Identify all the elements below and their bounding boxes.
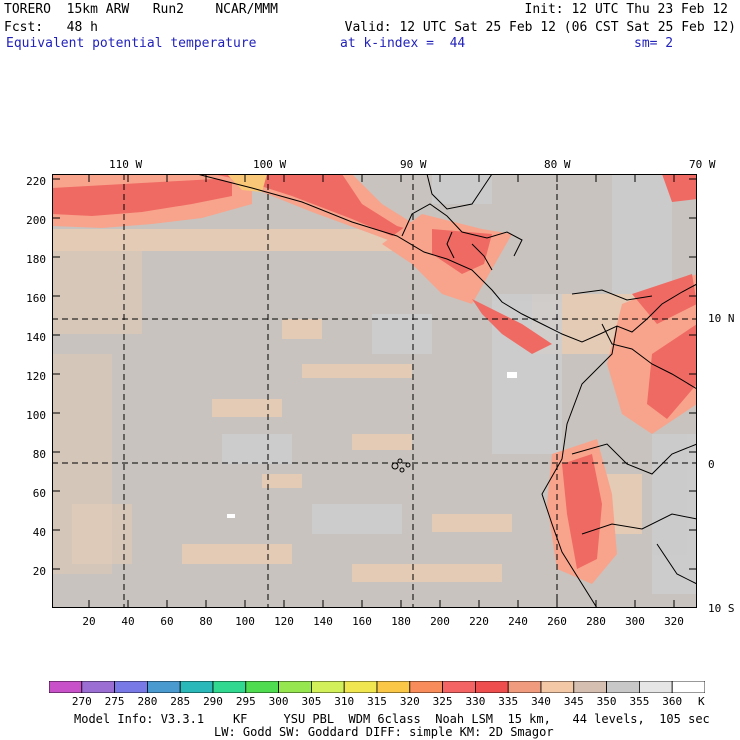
field-name: Equivalent potential temperature bbox=[6, 36, 257, 51]
colorbar-label: 345 bbox=[563, 695, 584, 708]
y-tick: 200 bbox=[26, 214, 46, 227]
model-info: Model Info: V3.3.1 KF YSU PBL WDM 6class… bbox=[74, 712, 710, 726]
level-label: at k-index = 44 bbox=[340, 36, 466, 51]
colorbar-label: 315 bbox=[367, 695, 387, 708]
x-tick: 200 bbox=[430, 615, 450, 628]
graticule bbox=[52, 174, 697, 608]
y-tick: 80 bbox=[32, 448, 46, 461]
y-tick: 100 bbox=[26, 409, 46, 422]
colorbar-label: 360 bbox=[662, 695, 683, 708]
colorbar-swatch bbox=[442, 681, 476, 693]
x-tick: 120 bbox=[274, 615, 294, 628]
x-tick: 220 bbox=[469, 615, 489, 628]
colorbar-swatch bbox=[147, 681, 181, 693]
x-tick: 20 bbox=[82, 615, 96, 628]
y-tick: 220 bbox=[26, 175, 46, 188]
colorbar-label: 350 bbox=[596, 695, 617, 708]
colorbar-swatch bbox=[212, 681, 247, 693]
colorbar-swatch bbox=[376, 681, 411, 693]
lat-label-10n: 10 N bbox=[708, 312, 735, 325]
colorbar-swatch bbox=[507, 681, 542, 693]
colorbar-swatch bbox=[409, 681, 443, 693]
y-tick: 40 bbox=[32, 526, 46, 539]
colorbar bbox=[49, 681, 705, 693]
lat-label-10s: 10 S bbox=[708, 602, 735, 615]
colorbar-label: 310 bbox=[334, 695, 355, 708]
colorbar-label: 280 bbox=[137, 695, 158, 708]
x-tick: 60 bbox=[160, 615, 174, 628]
colorbar-swatch bbox=[310, 681, 345, 693]
lon-label-70w: 70 W bbox=[689, 158, 716, 171]
colorbar-unit: K bbox=[698, 695, 705, 708]
theta-e-field-map bbox=[52, 174, 697, 608]
x-tick: 240 bbox=[508, 615, 528, 628]
colorbar-label: 300 bbox=[268, 695, 289, 708]
map-frame bbox=[52, 174, 697, 608]
colorbar-label: 340 bbox=[531, 695, 551, 708]
colorbar-label: 325 bbox=[432, 695, 453, 708]
lat-label-eq: 0 bbox=[708, 458, 715, 471]
colorbar-label: 305 bbox=[301, 695, 322, 708]
coastlines bbox=[196, 174, 697, 608]
colorbar-label: 320 bbox=[399, 695, 420, 708]
y-tick: 20 bbox=[32, 565, 46, 578]
frame-ticks bbox=[52, 174, 697, 608]
y-tick: 120 bbox=[26, 370, 46, 383]
colorbar-swatch bbox=[671, 681, 705, 693]
smoothing-label: sm= 2 bbox=[634, 36, 674, 51]
colorbar-swatch bbox=[540, 681, 575, 693]
x-tick: 40 bbox=[121, 615, 135, 628]
map-plot-area bbox=[52, 174, 697, 608]
lon-label-90w: 90 W bbox=[400, 158, 427, 171]
y-tick: 140 bbox=[26, 331, 46, 344]
valid-time: Valid: 12 UTC Sat 25 Feb 12 (06 CST Sat … bbox=[344, 20, 736, 35]
forecast-hour: Fcst: 48 h bbox=[4, 20, 98, 35]
colorbar-label: 330 bbox=[465, 695, 486, 708]
x-tick: 100 bbox=[235, 615, 255, 628]
colorbar-label: 355 bbox=[629, 695, 650, 708]
model-run-title: TORERO 15km ARW Run2 NCAR/MMM bbox=[4, 2, 278, 17]
x-tick: 160 bbox=[352, 615, 372, 628]
colorbar-label: 275 bbox=[104, 695, 125, 708]
lon-label-80w: 80 W bbox=[544, 158, 571, 171]
init-time: Init: 12 UTC Thu 23 Feb 12 bbox=[524, 2, 729, 17]
colorbar-swatch bbox=[639, 681, 673, 693]
colorbar-swatch bbox=[606, 681, 640, 693]
x-tick: 280 bbox=[586, 615, 606, 628]
colorbar-label: 270 bbox=[71, 695, 92, 708]
x-tick: 180 bbox=[391, 615, 411, 628]
x-tick: 260 bbox=[547, 615, 567, 628]
x-tick: 300 bbox=[625, 615, 645, 628]
colorbar-label: 335 bbox=[498, 695, 519, 708]
x-tick: 80 bbox=[199, 615, 213, 628]
colorbar-swatch bbox=[49, 681, 83, 693]
colorbar-label: 285 bbox=[170, 695, 191, 708]
y-tick: 180 bbox=[26, 253, 46, 266]
x-tick: 320 bbox=[664, 615, 684, 628]
colorbar-swatch bbox=[343, 681, 378, 693]
colorbar-swatch bbox=[114, 681, 148, 693]
colorbar-swatch bbox=[245, 681, 280, 693]
x-tick: 140 bbox=[313, 615, 333, 628]
colorbar-swatch bbox=[474, 681, 509, 693]
physics-info: LW: Godd SW: Goddard DIFF: simple KM: 2D… bbox=[214, 725, 554, 739]
colorbar-label: 295 bbox=[235, 695, 256, 708]
colorbar-swatch bbox=[278, 681, 312, 693]
y-tick: 60 bbox=[32, 487, 46, 500]
colorbar-swatch bbox=[81, 681, 115, 693]
colorbar-swatch bbox=[179, 681, 214, 693]
lon-label-100w: 100 W bbox=[253, 158, 287, 171]
colorbar-swatch bbox=[573, 681, 607, 693]
lon-label-110w: 110 W bbox=[109, 158, 143, 171]
colorbar-label: 290 bbox=[203, 695, 223, 708]
theta-e-350-patches bbox=[222, 174, 697, 594]
y-tick: 160 bbox=[26, 292, 46, 305]
theta-e-360-spots bbox=[227, 372, 517, 518]
